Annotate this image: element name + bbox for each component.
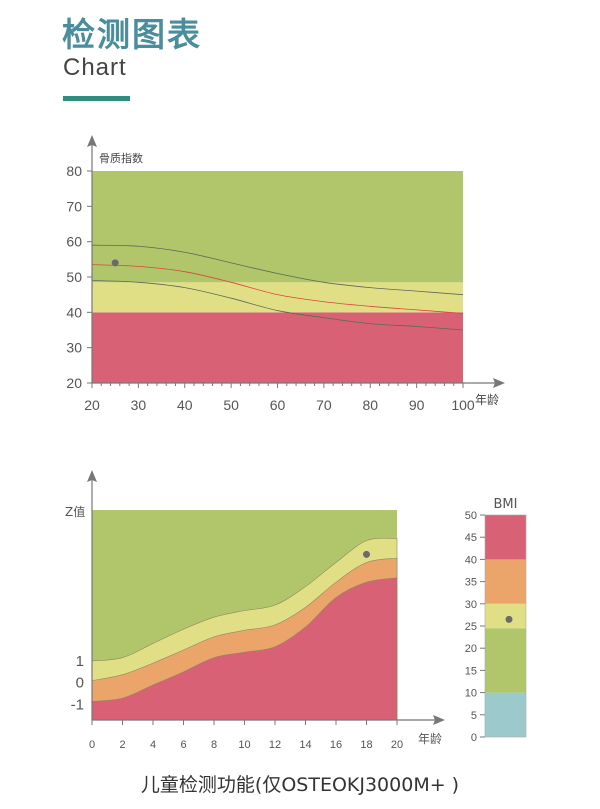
curve-lower <box>91 280 464 331</box>
zone-green <box>92 171 463 283</box>
y-tick-label: 30 <box>66 340 82 356</box>
x-tick-label: 90 <box>409 397 425 413</box>
x-tick-label: 12 <box>269 739 281 751</box>
y-axis-label: 骨质指数 <box>99 151 143 165</box>
bmi-tick-label: 25 <box>465 621 477 633</box>
x-tick-label: 20 <box>391 739 403 751</box>
caption: 儿童检测功能(仅OSTEOKJ3000M+ ) <box>140 774 460 796</box>
x-tick-label: 30 <box>131 397 147 413</box>
x-axis-label: 年龄 <box>475 393 499 407</box>
bmi-tick-label: 40 <box>465 554 477 566</box>
bmi-tick-label: 0 <box>471 732 477 744</box>
x-tick-label: 50 <box>223 397 239 413</box>
page-subtitle: Chart <box>63 54 127 81</box>
x-tick-label: 18 <box>360 739 372 751</box>
x-tick-label: 70 <box>316 397 332 413</box>
y-tick-label: 70 <box>66 198 82 214</box>
bmi-tick-label: 20 <box>465 643 477 655</box>
bmi-zone-blue <box>485 692 526 737</box>
x-tick-label: 16 <box>330 739 342 751</box>
bmi-zone-yellow <box>485 603 526 629</box>
chart1-y-arrow-icon <box>87 135 97 147</box>
bmi-tick-label: 50 <box>465 510 477 522</box>
bmi-tick-label: 30 <box>465 599 477 611</box>
y-tick-label: 40 <box>66 304 82 320</box>
bmi-tick-label: 15 <box>465 665 477 677</box>
y-tick-label: 50 <box>66 269 82 285</box>
bmi-tick-label: 5 <box>471 710 477 722</box>
bmi-zone-orange <box>485 559 526 604</box>
curve-upper <box>91 244 464 296</box>
bmi-title: BMI <box>494 497 518 512</box>
x-tick-label: 100 <box>451 397 475 413</box>
x-axis-label: 年龄 <box>418 732 442 746</box>
x-tick-label: 60 <box>270 397 286 413</box>
y-tick-label: 0 <box>76 675 84 692</box>
x-tick-label: 8 <box>211 739 217 751</box>
x-tick-label: 20 <box>84 397 100 413</box>
bmi-point <box>505 615 513 623</box>
zone-yellow <box>92 282 463 313</box>
y-tick-label: 60 <box>66 234 82 250</box>
title-underline <box>63 96 130 101</box>
x-tick-label: 14 <box>299 739 311 751</box>
x-tick-label: 2 <box>119 739 125 751</box>
x-tick-label: 6 <box>180 739 186 751</box>
measurement-point <box>111 259 119 267</box>
x-tick-label: 40 <box>177 397 193 413</box>
zone-red <box>91 577 398 721</box>
zone-red <box>92 312 463 383</box>
chart2-y-arrow-icon <box>87 470 97 482</box>
x-tick-label: 10 <box>238 739 250 751</box>
measurement-point <box>363 550 370 558</box>
y-tick-label: -1 <box>71 697 84 714</box>
y-tick-label: 80 <box>66 163 82 179</box>
y-tick-label: 20 <box>66 375 82 391</box>
bmi-tick-label: 45 <box>465 532 477 544</box>
bmi-tick-label: 10 <box>465 688 477 700</box>
x-tick-label: 0 <box>89 739 95 751</box>
chart2-x-arrow-icon <box>433 715 445 725</box>
bmi-zone-red <box>485 515 526 560</box>
chart1-x-arrow-icon <box>493 378 505 388</box>
curve-median <box>91 264 464 314</box>
bmi-zone-green <box>485 628 526 693</box>
bmi-tick-label: 35 <box>465 577 477 589</box>
y-axis-label: Z值 <box>65 504 85 519</box>
x-tick-label: 4 <box>150 739 156 751</box>
x-tick-label: 80 <box>362 397 378 413</box>
page-title: 检测图表 <box>62 15 202 54</box>
y-tick-label: 1 <box>76 653 84 670</box>
